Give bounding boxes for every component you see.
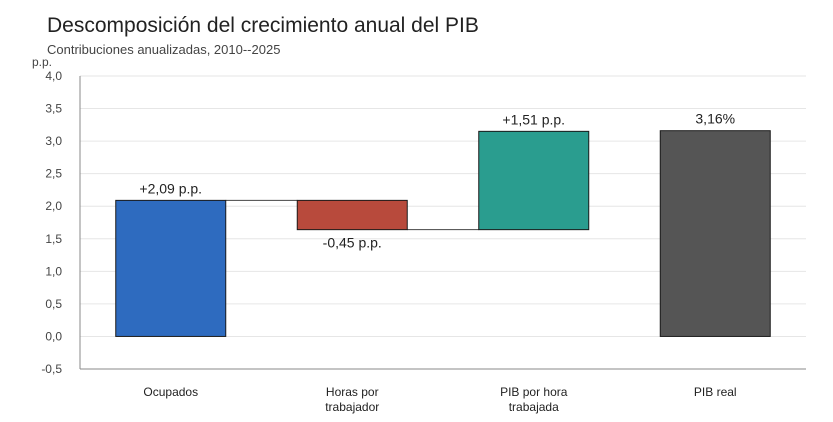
chart-subtitle: Contribuciones anualizadas, 2010--2025 [47,42,281,57]
y-tick-label: 4,0 [45,69,62,83]
y-axis-unit-label: p.p. [32,55,53,69]
bar [659,130,771,337]
y-tick-label: 2,0 [45,199,62,213]
bar-value-label: +1,51 p.p. [502,111,565,127]
y-tick-label: 2,5 [45,167,62,181]
x-tick-label: Ocupados [143,385,198,399]
y-tick-label: 0,0 [45,329,62,343]
x-axis-ticks: Ocupados Horas por trabajador PIB por hora t… [143,385,736,414]
y-tick-label: 3,0 [45,134,62,148]
bar-labels: +2,09 p.p. -0,45 p.p. +1,51 p.p. 3,16% [139,111,735,251]
y-tick-label: -0,5 [41,362,62,376]
y-tick-label: 3,5 [45,102,62,116]
connector-lines [225,199,479,231]
x-tick-label: Horas por trabajador [325,385,379,414]
y-axis-ticks: -0,5 0,0 0,5 1,0 1,5 2,0 2,5 3,0 3,5 4,0 [41,69,62,376]
y-tick-label: 0,5 [45,297,62,311]
bar [115,199,227,337]
bar-value-label: -0,45 p.p. [323,235,382,251]
bar [478,130,590,231]
bar [296,199,408,231]
bar-value-label: 3,16% [695,111,735,127]
y-tick-label: 1,0 [45,264,62,278]
x-tick-label: PIB por hora trabajada [500,385,568,414]
bars [115,130,771,337]
bar-value-label: +2,09 p.p. [139,180,202,196]
x-tick-label: PIB real [694,385,737,399]
chart-title: Descomposición del crecimiento anual del… [47,14,479,37]
y-tick-label: 1,5 [45,232,62,246]
